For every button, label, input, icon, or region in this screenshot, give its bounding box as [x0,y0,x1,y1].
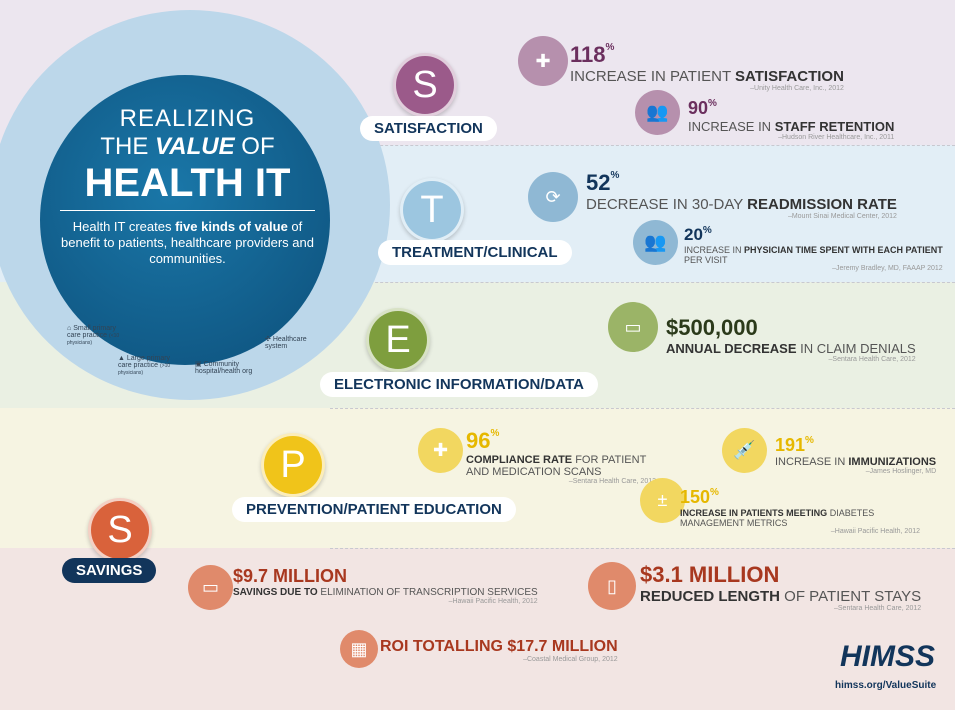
stat-roi: ROI TOTALLING $17.7 MILLION –Coastal Med… [380,638,618,663]
physician-icon: 👥 [633,220,678,265]
treatment-letter: T [400,178,464,242]
savings-label: SAVINGS [62,558,157,583]
divider [330,548,955,549]
electronic-label: ELECTRONIC INFORMATION/DATA [320,372,598,397]
savings-band [0,548,955,710]
stat-diabetes: 150% INCREASE IN PATIENTS MEETING DIABET… [680,487,920,535]
patient-icon: ✚ [418,428,463,473]
satisfaction-label: SATISFACTION [360,116,497,141]
prevention-band [0,408,955,548]
stat-physician-time: 20% INCREASE IN PHYSICIAN TIME SPENT WIT… [684,225,943,272]
prevention-letter: P [261,433,325,497]
stat-immunizations: 191% INCREASE IN IMMUNIZATIONS –James Ho… [775,435,937,475]
divider [330,282,955,283]
stat-length-of-stay: $3.1 MILLION REDUCED LENGTH OF PATIENT S… [640,562,922,612]
drop-icon: ± [640,478,685,523]
divider [330,408,955,409]
computer-icon: ▭ [608,302,658,352]
divider [330,145,955,146]
stat-transcription: $9.7 MILLION SAVINGS DUE TO ELIMINATION … [233,566,538,605]
title-of: OF [241,133,275,160]
legend-community-hospital: ▣ Community hospital/health org [195,361,253,375]
legend-small-practice: ⌂ Small primary care practice (<10 physi… [67,325,120,346]
stat-patient-satisfaction: 118% INCREASE IN PATIENT SATISFACTION –U… [570,42,844,92]
treatment-label: TREATMENT/CLINICAL [378,240,572,265]
bed-icon: ▯ [588,562,636,610]
computer-icon: ▭ [188,565,233,610]
title-line1: REALIZING [119,105,256,132]
calculator-icon: ▦ [340,630,378,668]
legend-large-practice: ▲ Large primary care practice (>10 physi… [118,355,171,376]
refresh-icon: ⟳ [528,172,578,222]
title-the: THE [100,133,149,160]
stat-claim-denials: $500,000 ANNUAL DECREASE IN CLAIM DENIAL… [666,315,916,363]
himss-logo: HIMSS [840,640,936,673]
hero-circle [40,75,330,365]
patient-icon: ✚ [518,36,568,86]
title-health-it: HEALTH IT [60,161,315,211]
legend-healthcare-system: ✣ Healthcare system [265,336,307,350]
himss-url[interactable]: himss.org/ValueSuite [835,680,937,691]
hero-description: Health IT creates five kinds of value of… [61,219,314,266]
prevention-label: PREVENTION/PATIENT EDUCATION [232,497,516,522]
stat-staff-retention: 90% INCREASE IN STAFF RETENTION –Hudson … [688,98,895,141]
syringe-icon: 💉 [722,428,767,473]
satisfaction-letter: S [393,53,457,117]
hero-title: REALIZING THE VALUE OF HEALTH IT Health … [60,105,315,267]
stat-compliance: 96% COMPLIANCE RATE FOR PATIENT AND MEDI… [466,428,656,485]
electronic-letter: E [366,308,430,372]
savings-letter: S [88,498,152,562]
stat-readmission: 52% DECREASE IN 30-DAY READMISSION RATE … [586,170,897,220]
title-value: VALUE [155,133,235,160]
staff-icon: 👥 [635,90,680,135]
